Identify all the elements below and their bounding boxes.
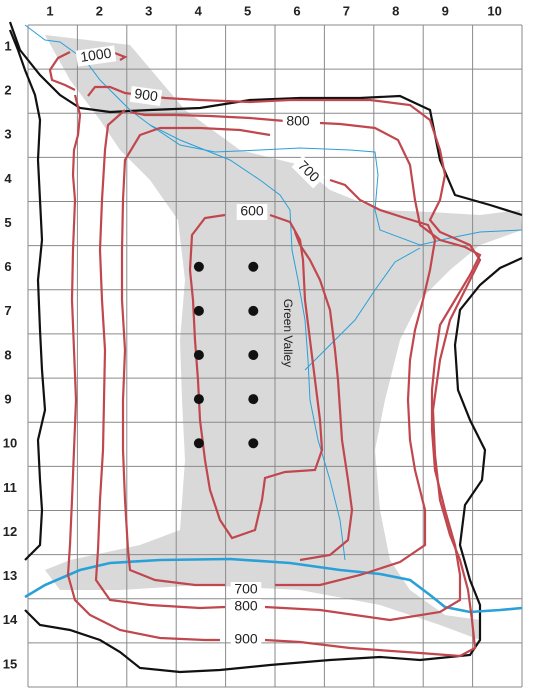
contour-label-bg (230, 632, 262, 648)
contour-700-lower (293, 231, 354, 562)
row-label: 12 (3, 524, 17, 539)
contour-lines (48, 50, 482, 658)
row-label: 6 (4, 259, 11, 274)
well-dot (248, 394, 259, 405)
contour-label-bg (282, 114, 314, 130)
contour-label-bg (230, 582, 262, 598)
contour-label-bg (129, 85, 163, 107)
row-label: 10 (3, 436, 17, 451)
map-labels: 1 2 3 4 5 6 7 8 9 1012345678910111213141510009008… (3, 3, 502, 671)
contour-label: 800 (286, 113, 310, 129)
contour-800 (94, 109, 482, 622)
column-label: 10 (487, 3, 501, 18)
well-points (193, 261, 259, 449)
column-label: 9 (442, 3, 449, 18)
contour-label: 700 (234, 581, 258, 597)
contour-label-bg (230, 599, 262, 615)
contour-700 (120, 126, 437, 587)
well-dot (248, 350, 259, 360)
column-label: 5 (244, 3, 251, 18)
valley-area (45, 35, 522, 640)
well-dot (248, 305, 259, 316)
well-dot (193, 305, 204, 316)
column-label: 2 (96, 3, 103, 18)
row-label: 1 (4, 38, 11, 53)
row-label: 13 (3, 568, 17, 583)
column-label: 8 (392, 3, 399, 18)
column-label: 6 (293, 3, 300, 18)
row-label: 7 (4, 303, 11, 318)
contour-label-bg (291, 155, 325, 189)
row-label: 2 (4, 83, 11, 98)
valley-label: Green Valley (281, 299, 295, 367)
row-label: 4 (4, 171, 12, 186)
contour-label: 900 (134, 85, 160, 104)
column-label: 1 (46, 3, 53, 18)
contour-900-upper (66, 85, 482, 658)
well-dot (193, 394, 204, 405)
map-grid (27, 24, 523, 688)
row-label: 3 (4, 127, 11, 142)
contour-label: 800 (234, 598, 258, 614)
row-label: 9 (4, 392, 11, 407)
well-dot (248, 438, 259, 449)
contour-label: 1000 (79, 45, 112, 65)
column-label: 7 (343, 3, 350, 18)
contour-label: 600 (240, 203, 264, 219)
row-label: 11 (3, 480, 17, 495)
contour-label-bg (75, 45, 117, 67)
row-label: 14 (3, 612, 18, 627)
well-dot (193, 438, 204, 449)
well-dot (248, 261, 259, 272)
contour-1000 (48, 50, 128, 91)
well-dot (193, 350, 204, 360)
row-label: 5 (4, 215, 11, 230)
well-dot (193, 261, 204, 272)
column-label: 4 (195, 3, 203, 18)
row-label: 15 (3, 656, 17, 671)
row-label: 8 (4, 347, 11, 362)
contour-label: 900 (234, 631, 258, 647)
contour-600 (188, 213, 324, 540)
contour-label-bg (236, 204, 268, 220)
column-label: 3 (145, 3, 152, 18)
